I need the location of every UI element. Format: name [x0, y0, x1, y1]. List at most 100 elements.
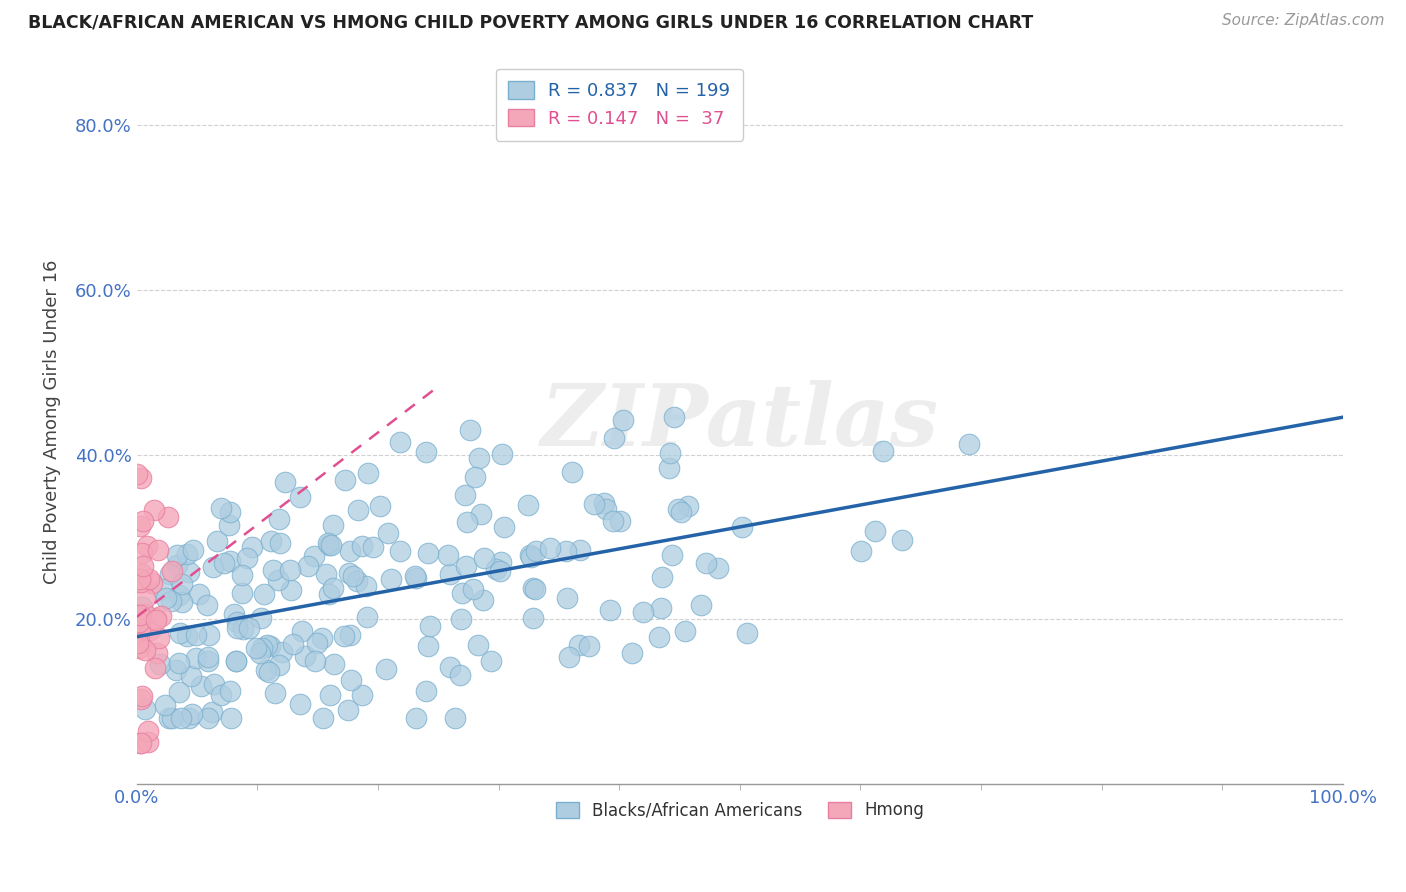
Point — [274, 475, 297, 489]
Point — [361, 540, 384, 554]
Point — [225, 615, 247, 630]
Point — [333, 474, 356, 488]
Point — [294, 649, 316, 664]
Point — [260, 533, 283, 548]
Point — [472, 593, 495, 607]
Point — [849, 543, 872, 558]
Point — [231, 586, 253, 600]
Point — [354, 579, 377, 593]
Point — [212, 556, 235, 570]
Point — [262, 563, 284, 577]
Point — [304, 654, 326, 668]
Point — [659, 445, 682, 459]
Point — [249, 646, 271, 660]
Point — [690, 598, 713, 612]
Point — [731, 520, 754, 534]
Point — [129, 572, 152, 586]
Point — [176, 547, 198, 561]
Point — [891, 533, 914, 547]
Point — [352, 688, 374, 702]
Point — [225, 654, 247, 668]
Point — [474, 551, 496, 566]
Point — [342, 569, 364, 583]
Point — [155, 698, 177, 712]
Point — [250, 611, 273, 625]
Point — [127, 467, 149, 481]
Point — [139, 623, 162, 637]
Point — [187, 587, 209, 601]
Point — [648, 630, 671, 644]
Point — [602, 431, 624, 445]
Point — [339, 543, 361, 558]
Point — [166, 548, 188, 562]
Point — [129, 471, 152, 485]
Point — [479, 654, 502, 668]
Point — [197, 650, 219, 665]
Point — [449, 668, 471, 682]
Point — [516, 498, 538, 512]
Text: ZIPatlas: ZIPatlas — [541, 380, 939, 464]
Point — [609, 514, 631, 528]
Point — [159, 567, 181, 582]
Point — [180, 669, 202, 683]
Point — [219, 505, 242, 519]
Point — [267, 574, 290, 588]
Point — [186, 628, 208, 642]
Point — [318, 587, 340, 601]
Point — [558, 650, 581, 665]
Point — [209, 501, 232, 516]
Point — [458, 423, 481, 437]
Point — [519, 548, 541, 562]
Point — [136, 735, 159, 749]
Point — [145, 613, 167, 627]
Point — [132, 514, 155, 528]
Point — [863, 524, 886, 538]
Point — [602, 514, 624, 528]
Point — [676, 499, 699, 513]
Point — [145, 610, 167, 624]
Point — [155, 591, 177, 606]
Point — [221, 711, 243, 725]
Point — [339, 628, 361, 642]
Point — [134, 702, 156, 716]
Point — [291, 624, 314, 638]
Point — [254, 663, 277, 677]
Point — [166, 558, 188, 573]
Point — [256, 638, 278, 652]
Point — [464, 470, 486, 484]
Point — [418, 639, 440, 653]
Point — [165, 663, 187, 677]
Point — [160, 711, 183, 725]
Point — [668, 501, 690, 516]
Point — [134, 642, 156, 657]
Point — [257, 665, 280, 679]
Point — [520, 549, 543, 564]
Point — [131, 546, 153, 560]
Point — [159, 594, 181, 608]
Point — [491, 555, 513, 569]
Point — [231, 567, 253, 582]
Point — [235, 551, 257, 566]
Point — [129, 736, 152, 750]
Point — [595, 501, 617, 516]
Point — [240, 540, 263, 554]
Point — [485, 562, 508, 576]
Point — [347, 502, 370, 516]
Point — [416, 546, 439, 560]
Point — [523, 582, 546, 597]
Point — [415, 445, 437, 459]
Point — [283, 637, 305, 651]
Point — [557, 591, 579, 606]
Point — [297, 559, 319, 574]
Point — [149, 657, 172, 672]
Point — [322, 657, 344, 672]
Point — [368, 499, 391, 513]
Point — [524, 544, 547, 558]
Point — [695, 556, 717, 570]
Point — [269, 658, 291, 673]
Point — [318, 538, 340, 552]
Point — [150, 608, 173, 623]
Point — [129, 574, 152, 589]
Point — [136, 539, 159, 553]
Point — [312, 711, 335, 725]
